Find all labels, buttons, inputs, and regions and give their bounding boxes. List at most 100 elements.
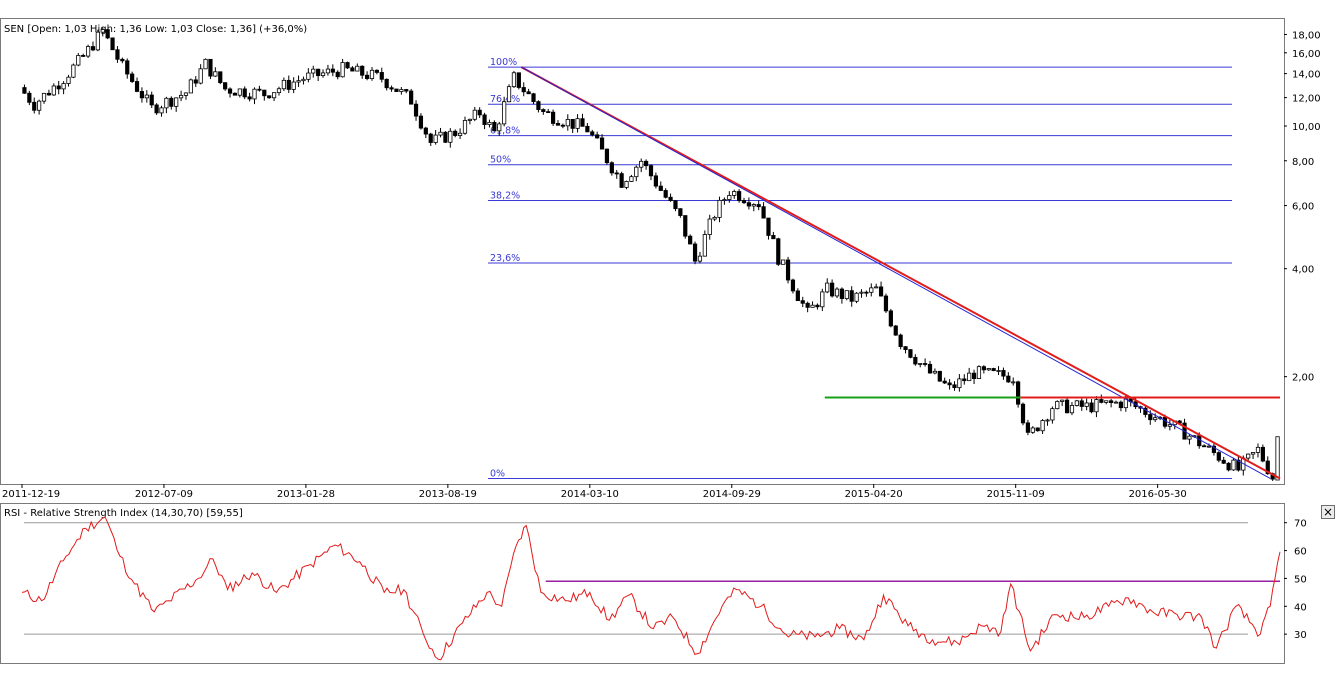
- y-tick-label: 2,00: [1292, 373, 1314, 384]
- candle: [443, 131, 448, 144]
- candle: [409, 88, 414, 105]
- candle: [1221, 456, 1226, 465]
- candle: [71, 63, 76, 79]
- candle: [144, 90, 149, 103]
- candle: [1025, 419, 1031, 436]
- candle: [1182, 418, 1187, 440]
- candle: [1226, 462, 1231, 472]
- candle: [746, 197, 751, 210]
- candle: [296, 75, 301, 87]
- candle: [1109, 398, 1114, 408]
- candle: [203, 58, 208, 70]
- candle: [1255, 443, 1261, 458]
- candle: [805, 301, 810, 313]
- candle: [81, 53, 86, 57]
- candle: [188, 78, 193, 94]
- candle: [575, 114, 580, 133]
- candle: [1001, 367, 1006, 380]
- candle: [27, 90, 32, 106]
- candle: [849, 286, 854, 307]
- candle: [457, 128, 463, 139]
- candle: [825, 278, 830, 294]
- candle: [859, 289, 864, 298]
- candle: [502, 96, 507, 127]
- candle: [634, 165, 639, 182]
- candle: [707, 214, 712, 240]
- fib-level-label: 61,8%: [490, 126, 520, 137]
- candle: [516, 72, 521, 90]
- candle: [1055, 400, 1060, 410]
- candle: [996, 366, 1001, 376]
- candle: [717, 196, 722, 223]
- candle: [937, 370, 942, 382]
- candle: [105, 28, 110, 40]
- y-tick-label: 14,00: [1292, 70, 1321, 81]
- candle: [227, 87, 233, 98]
- candle: [756, 200, 761, 211]
- candle: [1084, 398, 1089, 411]
- candle: [834, 287, 840, 299]
- candle: [433, 129, 438, 145]
- fib-level-label: 23,6%: [490, 253, 520, 264]
- x-tick-label: 2012-07-09: [135, 489, 193, 500]
- candle: [61, 81, 66, 95]
- candle: [120, 57, 125, 64]
- candle: [781, 259, 786, 265]
- candle: [1064, 397, 1070, 414]
- candle: [932, 368, 938, 375]
- candle: [976, 365, 982, 379]
- candle: [585, 123, 590, 133]
- candle: [448, 128, 453, 148]
- candle: [369, 67, 375, 81]
- candle: [663, 188, 668, 199]
- blue-trend-line: [521, 66, 1271, 479]
- candle: [1040, 419, 1045, 434]
- candle: [903, 346, 908, 354]
- fibonacci-levels: 100% 76,4% 61,8% 50% 38,2% 23,6% 0%: [488, 57, 1232, 479]
- y-tick-label: 18,00: [1292, 30, 1321, 41]
- candle: [776, 237, 781, 266]
- candle: [1118, 400, 1124, 412]
- candle: [878, 281, 884, 297]
- candle: [1236, 456, 1241, 472]
- candle: [1206, 443, 1212, 448]
- candle: [570, 119, 575, 134]
- candle: [1260, 444, 1265, 463]
- rsi-line: [21, 516, 1281, 661]
- candle: [991, 367, 996, 372]
- candle: [350, 66, 355, 72]
- y-tick-label: 6,00: [1292, 202, 1314, 213]
- candle: [1069, 402, 1075, 416]
- candle: [668, 193, 673, 202]
- candle: [673, 200, 678, 212]
- candle: [335, 70, 340, 80]
- candle: [1167, 419, 1172, 431]
- candle: [536, 100, 541, 113]
- y-tick-label: 8,00: [1292, 157, 1314, 168]
- candle: [697, 251, 703, 264]
- candle: [399, 87, 404, 95]
- candle: [85, 44, 91, 59]
- candle: [815, 303, 820, 310]
- candle: [609, 161, 614, 176]
- candle: [790, 278, 796, 294]
- fib-level-label: 50%: [490, 155, 511, 166]
- candle: [394, 88, 399, 92]
- candle: [379, 67, 384, 83]
- candle: [688, 234, 693, 245]
- candle: [1006, 372, 1011, 383]
- candle: [869, 283, 874, 297]
- candle: [95, 29, 100, 52]
- rsi-y-tick-label: 70: [1294, 519, 1307, 530]
- candle: [653, 172, 658, 189]
- x-tick-label: 2015-04-20: [845, 489, 903, 500]
- candle: [1187, 434, 1192, 445]
- candle: [306, 68, 311, 83]
- candle: [218, 71, 223, 85]
- candle: [737, 189, 742, 203]
- candle: [223, 82, 228, 91]
- candle: [727, 191, 732, 203]
- rsi-close-button[interactable]: ×: [1321, 505, 1335, 519]
- candle: [139, 87, 145, 103]
- candle: [771, 231, 776, 240]
